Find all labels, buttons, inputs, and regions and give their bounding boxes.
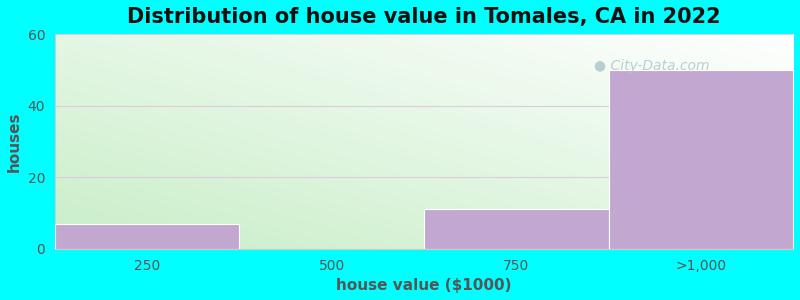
Bar: [609, 70, 793, 249]
Text: ● City-Data.com: ● City-Data.com: [594, 59, 710, 73]
Bar: [424, 209, 609, 249]
Title: Distribution of house value in Tomales, CA in 2022: Distribution of house value in Tomales, …: [127, 7, 721, 27]
Bar: [55, 224, 239, 249]
X-axis label: house value ($1000): house value ($1000): [336, 278, 512, 293]
Y-axis label: houses: houses: [7, 111, 22, 172]
